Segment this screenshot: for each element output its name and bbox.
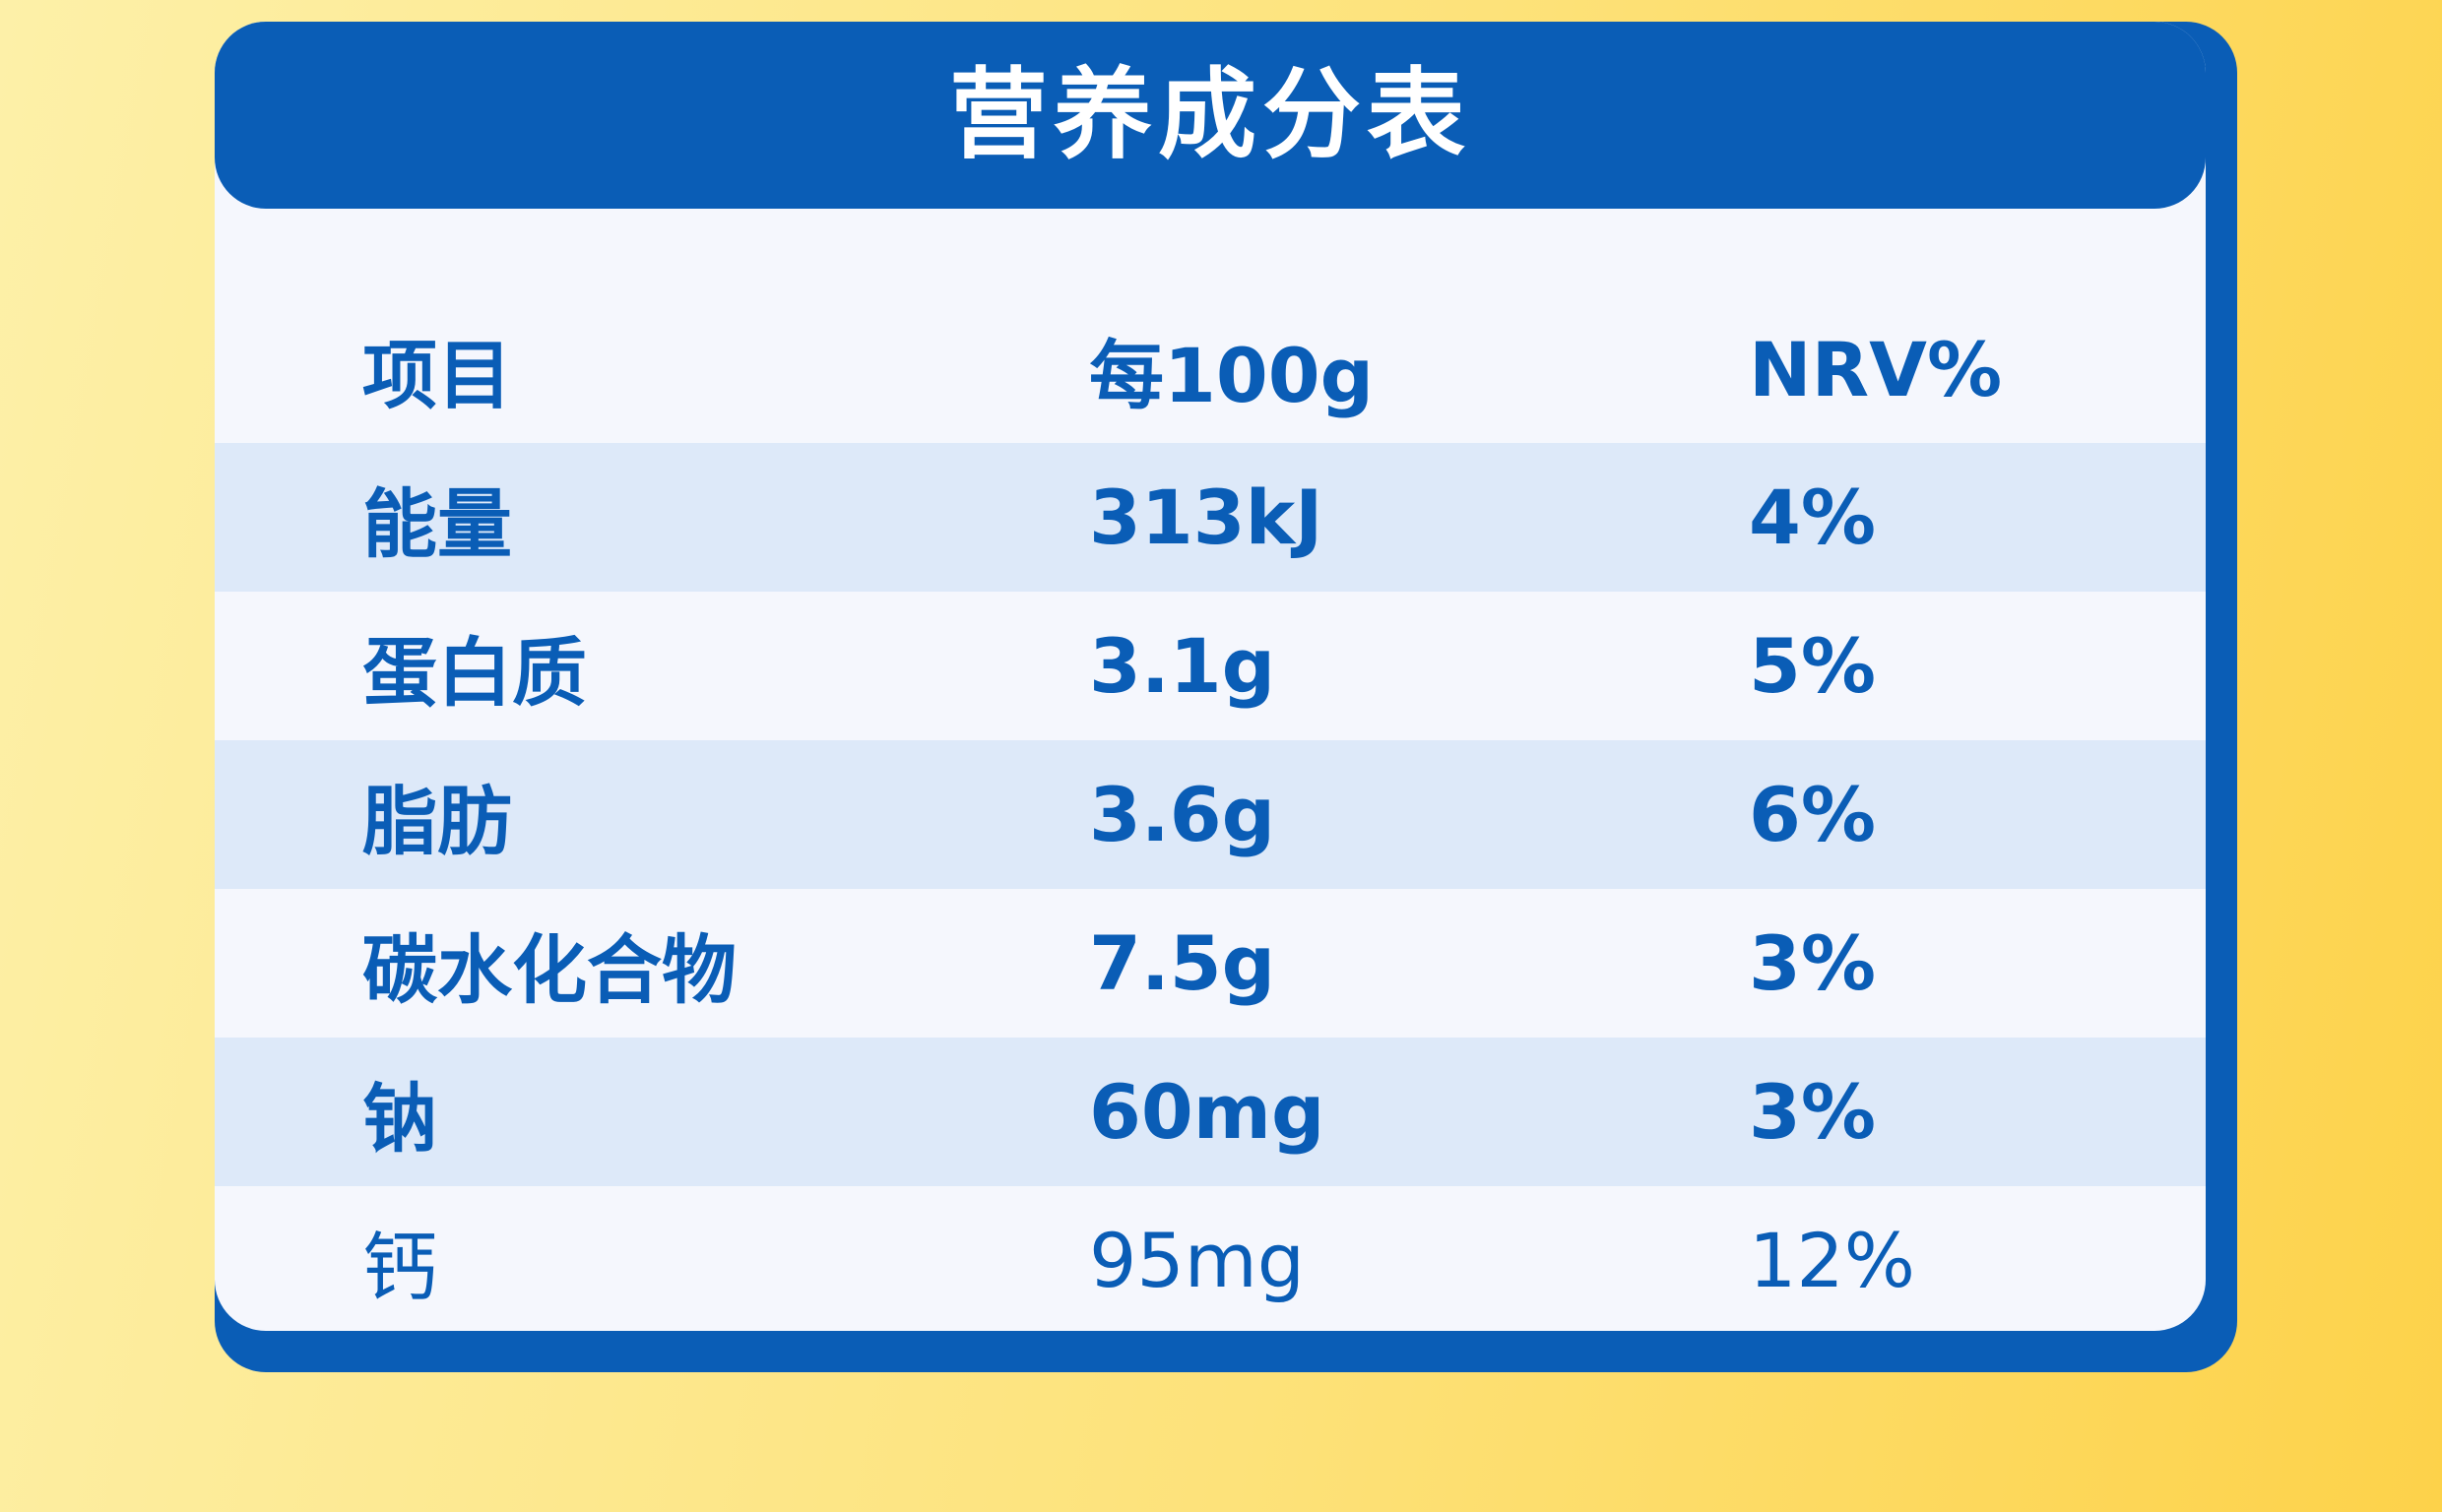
column-header-per100g: 每100g	[1089, 332, 1375, 419]
card-header: 营养成分表	[215, 22, 2206, 209]
table-row: 蛋白质 3.1g 5%	[215, 592, 2206, 740]
row-item: 能量	[362, 479, 512, 568]
table-row: 脂肪 3.6g 6%	[215, 740, 2206, 889]
row-item: 蛋白质	[362, 628, 587, 717]
table-row: 钠 60mg 3%	[215, 1038, 2206, 1186]
row-per100g: 3.6g	[1089, 771, 1276, 858]
row-per100g: 7.5g	[1089, 919, 1276, 1007]
row-item: 钙	[362, 1223, 437, 1311]
row-nrv: 4%	[1749, 473, 1877, 561]
row-per100g: 95mg	[1089, 1217, 1305, 1304]
row-nrv: 3%	[1749, 1068, 1877, 1156]
table-row: 碳水化合物 7.5g 3%	[215, 889, 2206, 1038]
nutrition-card: 营养成分表 项目 每100g NRV% 能量 313kJ 4% 蛋白质 3.1g…	[215, 22, 2206, 1331]
column-header-item: 项目	[362, 332, 512, 419]
row-nrv: 6%	[1749, 771, 1877, 858]
row-nrv: 12%	[1749, 1217, 1915, 1304]
table-header-row: 项目 每100g NRV%	[215, 295, 2206, 443]
row-item: 钠	[362, 1074, 437, 1163]
column-header-nrv: NRV%	[1749, 325, 2003, 413]
row-per100g: 313kJ	[1089, 473, 1323, 561]
row-nrv: 3%	[1749, 919, 1877, 1007]
row-item: 碳水化合物	[362, 925, 737, 1014]
row-per100g: 60mg	[1089, 1068, 1325, 1156]
table-row: 钙 95mg 12%	[215, 1186, 2206, 1331]
nutrition-table: 能量 313kJ 4% 蛋白质 3.1g 5% 脂肪 3.6g 6% 碳水化合物…	[215, 443, 2206, 1331]
row-nrv: 5%	[1749, 622, 1877, 710]
row-per100g: 3.1g	[1089, 622, 1276, 710]
table-row: 能量 313kJ 4%	[215, 443, 2206, 592]
table-title: 营养成分表	[949, 57, 1471, 172]
row-item: 脂肪	[362, 777, 512, 865]
